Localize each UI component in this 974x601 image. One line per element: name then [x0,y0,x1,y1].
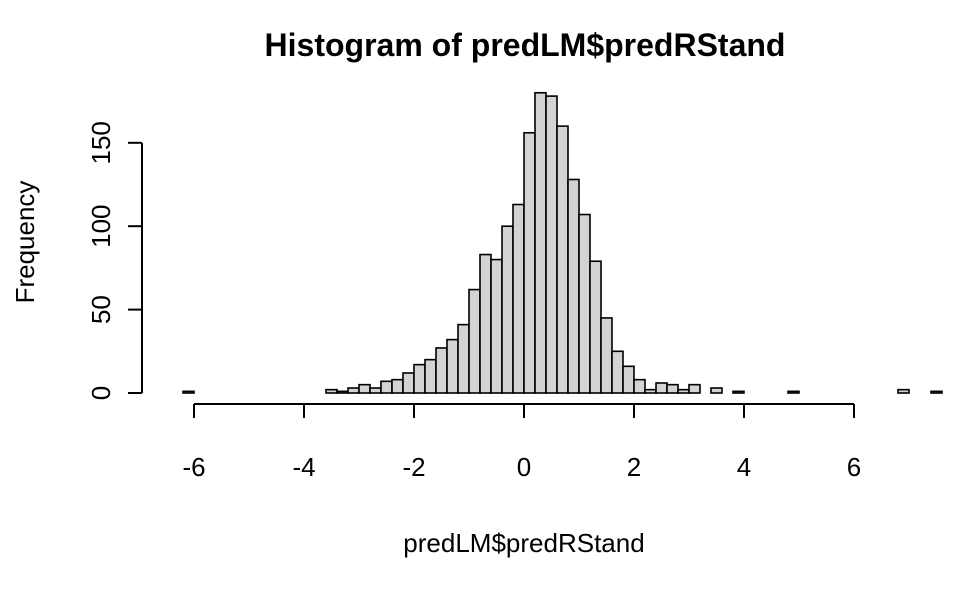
histogram-bar [655,382,668,394]
histogram-bar [435,347,448,394]
y-tick-label: 100 [86,205,116,248]
x-ticks-group: -6 -4 -2 0 2 4 6 [182,404,861,482]
histogram-bar [413,363,426,394]
histogram-bar [930,390,943,394]
x-tick-label: -4 [292,452,315,482]
histogram-bar [622,365,635,394]
histogram-bar [479,253,492,394]
histogram-bar [545,95,558,394]
histogram-bar [666,383,679,394]
histogram-bar [611,350,624,394]
histogram-bar [732,390,745,394]
x-tick-label: 2 [627,452,641,482]
histogram-bar [457,323,470,394]
y-tick-label: 150 [86,121,116,164]
histogram-bar [391,378,404,394]
histogram-bar [347,387,360,394]
x-tick-label: 0 [517,452,531,482]
histogram-bar [897,388,910,394]
y-ticks-group: 0 50 100 150 [86,121,142,400]
histogram-bar [710,387,723,394]
histogram-bar [380,380,393,394]
histogram-bar [369,387,382,394]
histogram-bar [600,317,613,394]
y-tick-label: 50 [86,295,116,324]
histogram-bar [677,388,690,394]
x-axis-label: predLM$predRStand [403,528,644,558]
histogram-bar [501,225,514,394]
y-tick-label: 0 [86,386,116,400]
chart-title: Histogram of predLM$predRStand [265,27,786,63]
histogram-bar [182,390,195,394]
histogram-bar [468,288,481,394]
bars-group [182,91,943,394]
x-tick-label: 4 [737,452,751,482]
histogram-bar [336,390,349,394]
histogram-bar [358,383,371,394]
histogram-bar [578,213,591,394]
histogram-bar [787,390,800,394]
histogram-bar [633,378,646,394]
histogram-bar [589,260,602,394]
x-tick-label: -2 [402,452,425,482]
histogram-bar [567,178,580,394]
x-tick-label: 6 [847,452,861,482]
y-axis-label: Frequency [10,181,40,304]
histogram-bar [490,258,503,394]
histogram-bar [644,388,657,394]
histogram-bar [402,372,415,394]
histogram-bar [325,388,338,394]
histogram-bar [424,358,437,394]
histogram-bar [688,383,701,394]
histogram-bar [446,338,459,394]
histogram-bar [523,131,536,394]
x-tick-label: -6 [182,452,205,482]
histogram-bar [556,125,569,394]
histogram-bar [534,91,547,394]
histogram-bar [512,203,525,394]
